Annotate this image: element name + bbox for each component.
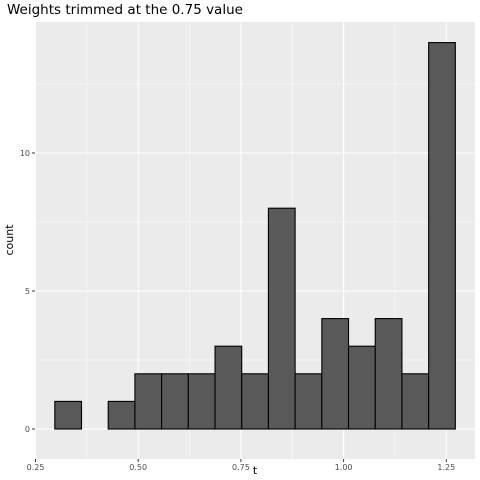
histogram-bar-12 xyxy=(347,345,376,430)
histogram-bar-15 xyxy=(428,42,456,430)
y-axis-title: count xyxy=(3,224,16,256)
x-tick-label: 0.50 xyxy=(129,463,147,472)
y-tick-label: 10 xyxy=(20,149,30,158)
y-tick-label: 5 xyxy=(25,287,30,296)
histogram-bar-10 xyxy=(294,373,323,430)
x-axis-title: t xyxy=(253,464,258,477)
histogram-bar-9 xyxy=(267,207,296,430)
x-axis-ticks: 0.25 0.50 0.75 1.00 1.25 xyxy=(27,459,455,472)
chart-title: Weights trimmed at the 0.75 value xyxy=(7,2,243,18)
histogram-bars xyxy=(54,42,456,430)
y-tick-label: 0 xyxy=(25,425,30,434)
histogram-bar-4 xyxy=(134,373,163,430)
x-tick-label: 1.00 xyxy=(335,463,353,472)
histogram-bar-14 xyxy=(401,373,430,430)
histogram-bar-8 xyxy=(241,373,269,430)
histogram-bar-5 xyxy=(161,373,189,430)
histogram-bar-11 xyxy=(321,318,350,430)
x-tick-label: 0.75 xyxy=(232,463,250,472)
x-tick-label: 0.25 xyxy=(27,463,45,472)
histogram-bar-1 xyxy=(54,400,83,430)
histogram-bar-6 xyxy=(187,373,216,430)
histogram-bar-3 xyxy=(107,400,136,430)
histogram-bar-7 xyxy=(214,345,243,430)
y-axis-ticks: 0 5 10 xyxy=(20,149,35,434)
histogram-bar-13 xyxy=(374,318,403,430)
x-tick-label: 1.25 xyxy=(437,463,455,472)
